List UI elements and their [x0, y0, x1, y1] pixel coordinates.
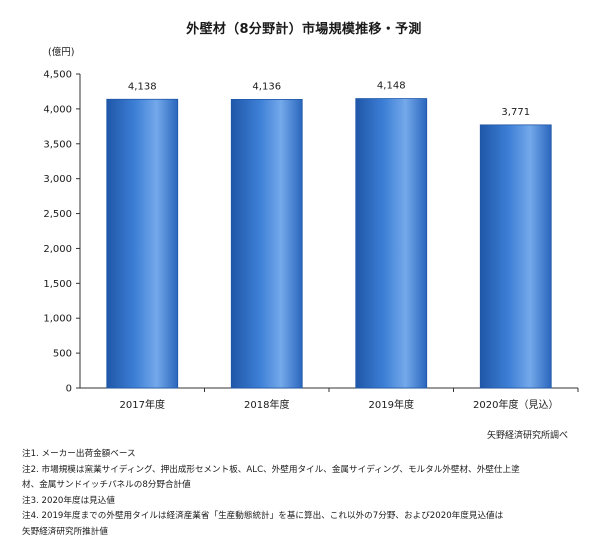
footnote: 注2. 市場規模は窯業サイディング、押出成形セメント板、ALC、外壁用タイル、金…	[22, 464, 520, 475]
x-category-label: 2019年度	[369, 398, 414, 411]
y-tick-label: 3,500	[43, 139, 72, 150]
source-note: 矢野経済研究所調べ	[486, 431, 568, 441]
chart-title: 外壁材（8分野計）市場規模推移・予測	[186, 22, 422, 37]
bar-value-label: 4,136	[252, 81, 281, 92]
bar-value-label: 4,148	[377, 81, 406, 92]
x-category-label: 2020年度（見込）	[473, 398, 558, 411]
bar-value-label: 3,771	[501, 107, 530, 118]
x-axis-labels: 2017年度 2018年度 2019年度 2020年度（見込）	[120, 388, 579, 411]
y-tick-label: 3,000	[43, 174, 72, 185]
y-tick-label: 1,500	[43, 279, 72, 290]
y-tick-label: 2,000	[43, 244, 72, 255]
bar	[230, 98, 303, 389]
bar	[106, 98, 179, 389]
footnote: 注3. 2020年度は見込値	[22, 495, 115, 506]
y-tick-label: 500	[53, 349, 72, 360]
bars	[106, 98, 552, 389]
y-tick-label: 1,000	[43, 314, 72, 325]
footnote: 注4. 2019年度までの外壁用タイルは経済産業省「生産動態統計」を基に算出、こ…	[22, 511, 504, 522]
y-tick-label: 4,000	[43, 104, 72, 115]
x-category-label: 2018年度	[244, 398, 289, 411]
footnote: 注1. メーカー出荷金額ベース	[22, 449, 136, 459]
footnote: 材、金属サンドイッチパネルの8分野合計値	[22, 480, 191, 491]
y-axis-unit-label: (億円)	[48, 47, 75, 58]
footnotes: 注1. メーカー出荷金額ベース 注2. 市場規模は窯業サイディング、押出成形セメ…	[22, 447, 597, 541]
bar-chart: 0 500 1,000 1,500 2,000 2,500 3,000 3,500 4,000 4…	[43, 70, 579, 411]
footnote: 矢野経済研究所推計値	[22, 526, 108, 537]
y-tick-label: 4,500	[43, 70, 72, 81]
y-tick-label: 2,500	[43, 209, 72, 220]
y-axis-ticks: 0 500 1,000 1,500 2,000 2,500 3,000 3,500 4,000 4…	[43, 70, 80, 395]
bar	[355, 98, 428, 389]
bar-value-label: 4,138	[128, 81, 157, 92]
x-category-label: 2017年度	[120, 398, 165, 411]
bar	[479, 124, 552, 389]
value-labels: 4,138 4,136 4,148 3,771	[128, 81, 530, 118]
y-tick-label: 0	[66, 384, 72, 395]
